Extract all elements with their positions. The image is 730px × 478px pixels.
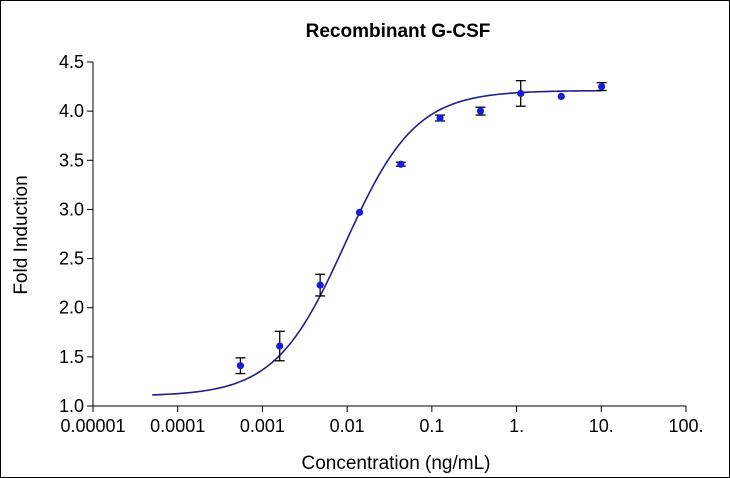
x-tick-label: 0.001: [240, 416, 285, 436]
data-points-group: [235, 80, 607, 375]
x-tick-label: 0.0001: [150, 416, 205, 436]
data-point: [557, 92, 565, 100]
x-axis-title: Concentration (ng/mL): [301, 453, 490, 474]
x-tick-label: 100.: [668, 416, 703, 436]
y-tick-label: 3.0: [59, 199, 84, 219]
data-point: [355, 208, 364, 216]
y-tick-label: 2.5: [59, 249, 84, 269]
data-point: [236, 362, 245, 370]
data-point: [476, 107, 485, 115]
data-point: [276, 342, 284, 350]
x-tick-label: 1.: [509, 416, 524, 436]
y-tick-label: 2.0: [59, 298, 84, 318]
x-tick-label: 0.00001: [60, 416, 125, 436]
data-point: [598, 82, 606, 91]
data-point: [517, 89, 525, 98]
data-point: [436, 114, 444, 122]
y-tick-label: 1.5: [59, 347, 84, 367]
x-tick-label: 10.: [589, 416, 614, 436]
y-axis-title: Fold Induction: [11, 175, 32, 294]
x-tick-label: 0.01: [330, 416, 365, 436]
y-tick-label: 4.0: [59, 101, 84, 121]
axes-group: 1.0 1.5 2.0 2.5 3.0 3.5 4.0 4.5 0.00001 0.0001 0.0…: [59, 52, 704, 436]
x-tick-label: 0.1: [419, 416, 444, 436]
fit-curve-group: [152, 89, 602, 396]
y-tick-label: 3.5: [59, 150, 84, 170]
data-point: [397, 160, 405, 168]
y-tick-label: 1.0: [59, 396, 84, 416]
chart-title: Recombinant G-CSF: [306, 21, 491, 42]
data-point: [316, 281, 324, 289]
y-tick-label: 4.5: [59, 52, 84, 72]
fit-curve: [152, 89, 602, 396]
